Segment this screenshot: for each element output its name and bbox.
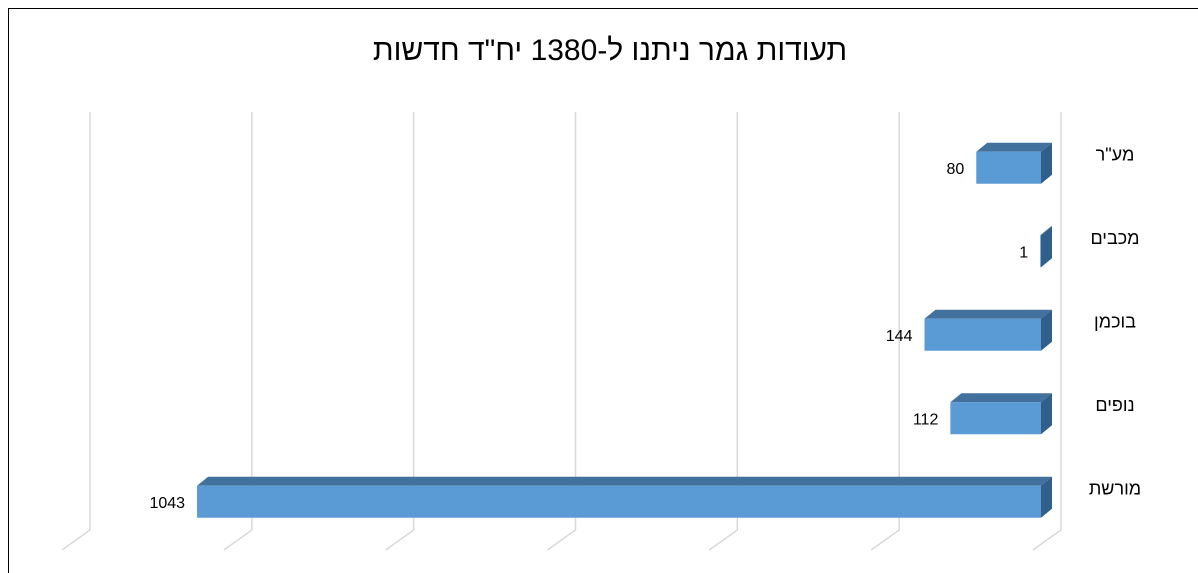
bar-side [1041, 393, 1052, 435]
bar-side [1041, 226, 1052, 268]
grid-line [223, 112, 253, 551]
grid-line [61, 112, 91, 551]
bar-top [197, 476, 1052, 486]
grid-line [1032, 112, 1062, 551]
bar-front [1040, 235, 1041, 268]
bar-front [976, 151, 1041, 184]
bar-front [924, 318, 1041, 351]
category-label: מע"ר [1096, 145, 1135, 165]
value-label: 112 [913, 411, 939, 428]
grid-line [870, 112, 900, 551]
bar-front [950, 402, 1041, 435]
bar-side [1041, 476, 1052, 518]
category-label: מורשת [1089, 479, 1141, 499]
bar [924, 309, 1052, 351]
grid-line [547, 112, 577, 551]
chart-title: תעודות גמר ניתנו ל-1380 יח"ד חדשות [373, 34, 847, 67]
category-label: בוכמן [1094, 312, 1136, 332]
bar-side [1041, 142, 1052, 184]
bar [197, 476, 1052, 518]
bar [1040, 226, 1052, 268]
grid-line [385, 112, 415, 551]
bar-side [1041, 309, 1052, 351]
bar-top [924, 309, 1052, 319]
bar [976, 142, 1052, 184]
bar-top [1040, 226, 1052, 236]
value-label: 1043 [149, 495, 185, 512]
bar [950, 393, 1052, 435]
category-label: נופים [1095, 395, 1134, 415]
bar-top [976, 142, 1052, 152]
category-label: מכבים [1090, 228, 1139, 248]
bar-top [950, 393, 1052, 403]
bar-front [197, 485, 1041, 518]
value-label: 1 [1019, 244, 1028, 261]
grid-line [708, 112, 739, 551]
value-label: 80 [946, 161, 964, 178]
value-label: 144 [886, 328, 913, 345]
